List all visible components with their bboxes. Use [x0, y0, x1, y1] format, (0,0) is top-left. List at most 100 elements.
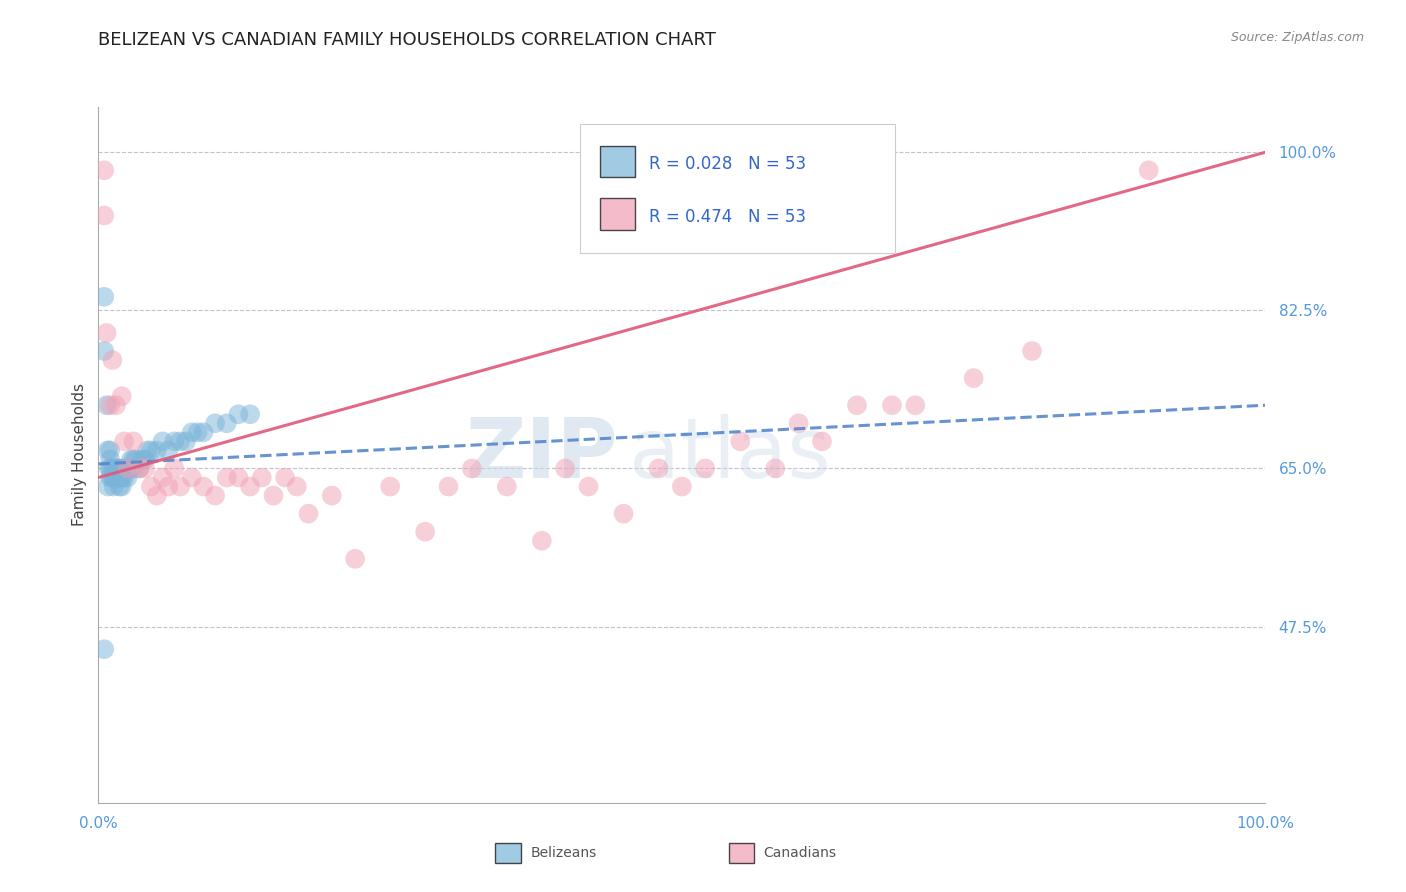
Point: [239, 479, 262, 493]
Text: R = 0.028   N = 53: R = 0.028 N = 53: [650, 155, 807, 173]
Text: BELIZEAN VS CANADIAN FAMILY HOUSEHOLDS CORRELATION CHART: BELIZEAN VS CANADIAN FAMILY HOUSEHOLDS C…: [98, 31, 716, 49]
Point: [98, 470, 121, 484]
Point: [117, 461, 139, 475]
Point: [122, 434, 145, 449]
Point: [671, 479, 693, 493]
Point: [763, 461, 786, 475]
Point: [110, 470, 132, 484]
Point: [904, 398, 927, 412]
Point: [157, 443, 180, 458]
Point: [104, 398, 127, 412]
Point: [105, 461, 128, 475]
Point: [108, 479, 131, 493]
Point: [169, 434, 191, 449]
Point: [98, 461, 121, 475]
Point: [193, 479, 215, 493]
Point: [103, 470, 125, 484]
Point: [321, 489, 343, 503]
Point: [262, 489, 284, 503]
Point: [122, 461, 145, 475]
Point: [128, 461, 150, 475]
FancyBboxPatch shape: [600, 146, 636, 178]
Point: [274, 470, 297, 484]
Point: [1021, 344, 1043, 359]
Point: [530, 533, 553, 548]
Text: R = 0.474   N = 53: R = 0.474 N = 53: [650, 208, 806, 226]
Point: [193, 425, 215, 440]
Point: [174, 434, 197, 449]
Point: [104, 461, 127, 475]
Point: [107, 461, 129, 475]
Point: [695, 461, 717, 475]
Point: [103, 479, 125, 493]
Point: [101, 353, 124, 368]
Point: [125, 452, 148, 467]
Point: [380, 479, 402, 493]
Point: [647, 461, 669, 475]
Point: [93, 290, 115, 304]
Text: Belizeans: Belizeans: [530, 846, 596, 860]
Point: [101, 461, 124, 475]
Point: [204, 489, 226, 503]
Point: [93, 642, 115, 657]
Point: [204, 417, 226, 431]
Point: [93, 344, 115, 359]
Point: [187, 425, 209, 440]
Point: [461, 461, 484, 475]
Point: [437, 479, 460, 493]
Point: [104, 461, 127, 475]
Point: [128, 461, 150, 475]
Point: [250, 470, 273, 484]
Point: [98, 398, 121, 412]
Point: [104, 470, 127, 484]
Point: [239, 407, 262, 421]
Point: [117, 461, 139, 475]
Point: [169, 479, 191, 493]
FancyBboxPatch shape: [495, 843, 520, 863]
Point: [157, 479, 180, 493]
Text: atlas: atlas: [630, 415, 831, 495]
Text: ZIP: ZIP: [465, 415, 617, 495]
Point: [122, 452, 145, 467]
Point: [146, 443, 169, 458]
Point: [111, 389, 134, 403]
Point: [146, 489, 169, 503]
Point: [96, 326, 118, 340]
Point: [228, 407, 250, 421]
FancyBboxPatch shape: [728, 843, 754, 863]
Point: [136, 443, 159, 458]
Point: [134, 452, 156, 467]
Point: [117, 470, 139, 484]
FancyBboxPatch shape: [600, 198, 636, 229]
Point: [93, 209, 115, 223]
Text: Source: ZipAtlas.com: Source: ZipAtlas.com: [1230, 31, 1364, 45]
Y-axis label: Family Households: Family Households: [72, 384, 87, 526]
Point: [114, 461, 136, 475]
Point: [98, 443, 121, 458]
Point: [111, 470, 134, 484]
Point: [112, 470, 135, 484]
Point: [787, 417, 810, 431]
Point: [139, 479, 162, 493]
Point: [93, 163, 115, 178]
Point: [112, 434, 135, 449]
Point: [846, 398, 869, 412]
Point: [131, 452, 153, 467]
Point: [111, 479, 134, 493]
Point: [139, 443, 162, 458]
Point: [180, 425, 202, 440]
Point: [215, 417, 238, 431]
Point: [880, 398, 903, 412]
Point: [180, 470, 202, 484]
Point: [97, 461, 120, 475]
Point: [152, 434, 174, 449]
Point: [413, 524, 436, 539]
Point: [578, 479, 600, 493]
Text: Canadians: Canadians: [763, 846, 837, 860]
Point: [97, 443, 120, 458]
Point: [152, 470, 174, 484]
Point: [97, 479, 120, 493]
Point: [297, 507, 319, 521]
Point: [496, 479, 519, 493]
FancyBboxPatch shape: [581, 125, 896, 253]
